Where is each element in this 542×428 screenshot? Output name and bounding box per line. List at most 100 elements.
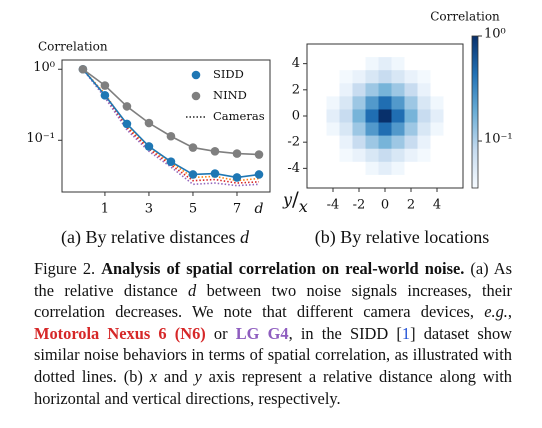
point	[122, 119, 132, 129]
heat-cell	[313, 83, 327, 97]
heat-cell	[365, 174, 379, 189]
x-tick-label: 0	[381, 198, 389, 213]
corner-label: y/x	[282, 187, 308, 216]
heat-cell	[378, 44, 392, 58]
heat-cell	[352, 161, 366, 176]
point	[188, 143, 198, 152]
heat-cell	[430, 44, 444, 58]
heat-cell	[326, 44, 340, 58]
heat-cell	[417, 70, 431, 84]
legend-swatch	[191, 70, 201, 80]
heat-cell	[430, 135, 444, 150]
corner-label-part: y	[282, 190, 293, 209]
heat-cell	[417, 109, 431, 123]
heat-cell	[443, 57, 457, 71]
point	[254, 170, 264, 179]
heat-cell	[365, 148, 379, 163]
caption-text: , in the SIDD [	[288, 323, 402, 343]
heat-cell	[404, 70, 418, 84]
y-tick-label: 10⁻¹	[26, 131, 55, 146]
heat-cell	[378, 57, 392, 71]
legend-label: NIND	[213, 88, 247, 102]
heat-cell	[391, 122, 405, 136]
heat-cell	[378, 161, 392, 176]
heat-cell	[313, 122, 327, 136]
heat-cell	[404, 109, 418, 123]
heat-cell	[417, 161, 431, 176]
heat-cell	[352, 96, 366, 110]
heat-cell	[378, 70, 392, 84]
heat-cell	[352, 109, 366, 123]
heat-cell	[430, 122, 444, 136]
heat-cell	[326, 96, 340, 110]
heat-cell	[339, 83, 353, 97]
caption-eg: e.g.	[484, 302, 508, 322]
heat-cell	[313, 70, 327, 84]
point	[100, 81, 110, 90]
heat-cell	[313, 174, 327, 189]
heat-cell	[365, 122, 379, 136]
heat-cell	[404, 161, 418, 176]
dotted-line	[82, 68, 260, 184]
heat-cell	[417, 174, 431, 189]
heat-cell	[378, 96, 392, 110]
point	[232, 173, 242, 182]
heat-cell	[352, 174, 366, 189]
heat-cell	[391, 161, 405, 176]
heat-cell	[430, 57, 444, 71]
subcaption: (b) By relative locations	[315, 227, 489, 248]
y-axis-label: Correlation	[38, 40, 108, 54]
heat-cell	[417, 83, 431, 97]
y-tick-label: -4	[287, 161, 300, 176]
legend-label: Cameras	[213, 109, 265, 123]
x-axis-label: d	[255, 201, 264, 217]
heat-cell	[326, 57, 340, 71]
heat-cell	[339, 109, 353, 123]
y-tick-label: -2	[287, 135, 300, 150]
heat-cell	[352, 57, 366, 71]
colorbar-label: Correlation	[430, 10, 500, 24]
subcaption-part: (a) By relative distances	[61, 227, 240, 248]
heat-cell	[430, 70, 444, 84]
heat-cell	[352, 135, 366, 150]
heat-cell	[378, 122, 392, 136]
heat-cell	[326, 70, 340, 84]
caption-text: between two noise signals increases, the…	[34, 280, 512, 322]
heat-cell	[378, 109, 392, 123]
y-tick-label: 2	[292, 82, 300, 97]
y-tick-label: 0	[292, 109, 300, 124]
heat-cell	[326, 122, 340, 136]
heat-cell	[391, 109, 405, 123]
heat-cell	[365, 70, 379, 84]
heat-cell	[443, 109, 457, 123]
heat-cell	[339, 44, 353, 58]
heat-cell	[378, 83, 392, 97]
point	[100, 90, 110, 100]
heat-cell	[339, 148, 353, 163]
colorbar-tick-label: 10⁰	[484, 27, 506, 42]
x-tick-label: 4	[433, 198, 441, 213]
heat-cell	[391, 148, 405, 163]
heat-cell	[365, 57, 379, 71]
heat-cell	[326, 83, 340, 97]
heat-cell	[352, 44, 366, 58]
heat-cell	[443, 135, 457, 150]
subcaption-part: (b) By relative locations	[315, 227, 489, 248]
y-tick-label: 10⁰	[33, 60, 55, 75]
heat-cell	[339, 122, 353, 136]
heat-cell	[417, 44, 431, 58]
heat-cell	[365, 135, 379, 150]
point	[166, 131, 176, 141]
heat-cell	[378, 174, 392, 189]
point	[144, 142, 154, 151]
heat-cell	[391, 96, 405, 110]
point	[210, 169, 220, 178]
heat-cell	[430, 161, 444, 176]
point	[254, 150, 264, 159]
caption-text: and	[157, 366, 195, 386]
corner-label-part: x	[299, 197, 308, 216]
heat-cell	[417, 57, 431, 71]
heat-cell	[365, 96, 379, 110]
